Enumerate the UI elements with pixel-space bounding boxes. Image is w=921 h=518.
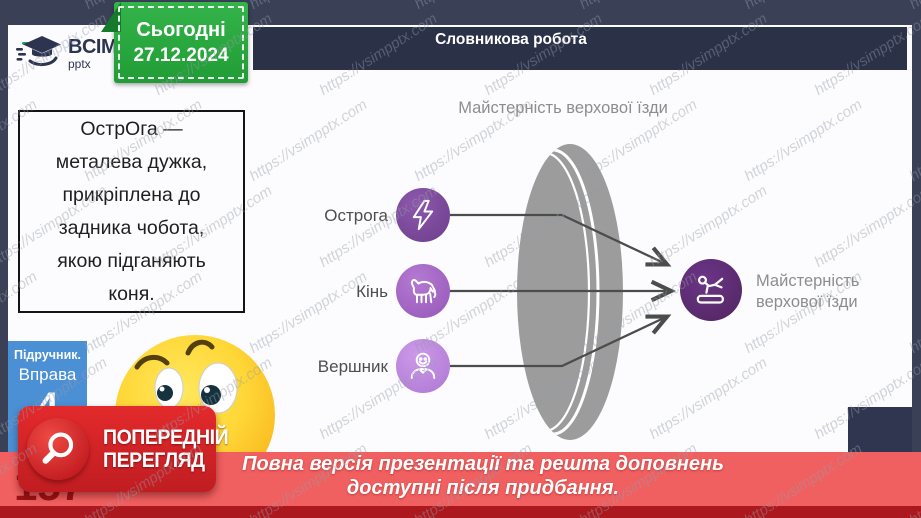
magnifier-circle [27,418,89,480]
definition-line: прикріплена до [62,183,201,206]
corner-block [848,407,912,452]
rider-icon [410,352,436,379]
date-badge-title: Сьогодні [136,18,226,41]
definition-line: задника чобота, [58,216,205,239]
logo-sub: pptx [68,56,91,71]
horse-icon [410,279,437,304]
mastery-circle [680,259,742,321]
logo-name: BCIM [68,35,118,58]
diagram-label-kin: Кінь [356,282,388,301]
spur-circle [396,188,450,242]
rider-circle [396,339,450,393]
definition-line: металева дужка, [55,150,208,173]
gymnast-icon [696,275,724,304]
diagram-label-vershnyk: Вершник [317,357,388,376]
definition-line: ОстрОга — [80,117,183,140]
diagram-label-sporoga: Острога [324,206,388,225]
definition-line: якою підганяють [57,249,206,272]
preview-badge-text: ПОПЕРЕДНІЙ ПЕРЕГЛЯД [103,426,229,472]
slide-title: Словникова робота [435,31,587,48]
connector-arrow-top [450,213,672,267]
slide-title-bar [253,25,907,70]
emoji-face-features [134,339,238,414]
connector-arrow-bottom [450,314,672,368]
exercise-type: Вправа [18,365,77,384]
exercise-source: Підручник. [13,348,82,362]
date-badge-date: 27.12.2024 [133,44,229,66]
mastery-label: Майстерність верхової їзди [756,272,860,311]
graduation-cap-icon [16,36,61,67]
footer-text: Повна версія презентації та решта доповн… [242,453,724,499]
footer-dark-strip [0,506,921,518]
horse-circle [396,264,450,318]
bcim-logo: BCIM pptx [16,30,126,76]
date-badge: Сьогодні 27.12.2024 [101,2,248,83]
definition-line: коня. [108,282,155,305]
diagram-title: Майстерність верхової їзди [458,99,668,117]
lightning-icon [412,199,434,231]
magnifier-icon [42,432,74,464]
preview-badge: ПОПЕРЕДНІЙ ПЕРЕГЛЯД [18,406,229,492]
definition-box: ОстрОга — металева дужка, прикріплена до… [18,110,245,313]
